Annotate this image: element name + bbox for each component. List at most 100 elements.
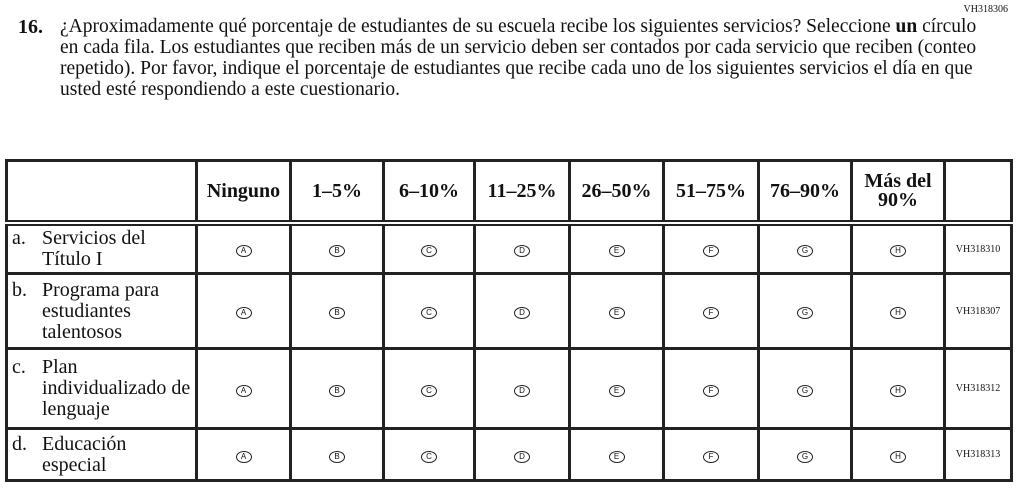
response-cell: D: [473, 272, 571, 350]
row-label-text: Programa para estudiantes talentosos: [42, 278, 160, 343]
response-cell: C: [382, 272, 476, 350]
response-bubble-d[interactable]: D: [514, 450, 530, 463]
response-cell: G: [757, 272, 853, 350]
question-text-1: ¿Aproximadamente qué porcentaje de estud…: [60, 16, 896, 37]
response-cell: F: [662, 272, 760, 350]
response-bubble-d[interactable]: D: [514, 384, 530, 397]
response-table: Ninguno 1–5% 6–10% 11–25% 26–50% 51–75% 76–90%…: [5, 159, 1013, 482]
row-letter: c.: [12, 356, 26, 378]
response-bubble-g[interactable]: G: [797, 245, 813, 257]
response-bubble-c[interactable]: C: [421, 307, 437, 319]
response-cell: E: [568, 221, 665, 275]
response-cell: F: [662, 427, 760, 482]
header-blank-code: [943, 159, 1013, 225]
response-bubble-f[interactable]: F: [703, 384, 719, 397]
column-header: Ninguno: [195, 159, 292, 225]
response-cell: B: [289, 272, 385, 350]
row-label: b. Programa para estudiantes talentosos: [5, 272, 198, 350]
table-row: a. Servicios del Título I A B C D E F G H VH318310: [5, 221, 1013, 275]
response-cell: H: [850, 347, 946, 430]
response-cell: A: [195, 347, 292, 430]
response-bubble-d[interactable]: D: [514, 245, 530, 257]
response-cell: C: [382, 221, 476, 275]
row-label: a. Servicios del Título I: [5, 221, 198, 275]
response-cell: F: [662, 221, 760, 275]
column-header: 11–25%: [473, 159, 571, 225]
column-header: Más del 90%: [850, 159, 946, 225]
item-code: VH318313: [943, 427, 1013, 482]
response-bubble-e[interactable]: E: [608, 450, 625, 463]
form-code: VH318306: [963, 4, 1008, 15]
response-bubble-a[interactable]: A: [235, 450, 252, 463]
column-header: 51–75%: [662, 159, 760, 225]
item-code: VH318312: [943, 347, 1013, 430]
response-bubble-f[interactable]: F: [703, 307, 719, 319]
response-bubble-g[interactable]: G: [797, 384, 813, 397]
row-letter: b.: [12, 278, 27, 301]
response-cell: G: [757, 221, 853, 275]
row-label: d. Educación especial: [5, 427, 198, 482]
table-row: d. Educación especial A B C D E F G H VH318313: [5, 427, 1013, 482]
response-cell: C: [382, 347, 476, 430]
row-label-text: Servicios del Título I: [42, 227, 146, 270]
response-bubble-e[interactable]: E: [608, 384, 625, 397]
question-text-bold: un: [895, 16, 918, 37]
response-cell: C: [382, 427, 476, 482]
table-row: c. Plan individualizado de lenguaje A B C D E F…: [5, 347, 1013, 430]
response-bubble-a[interactable]: A: [235, 384, 252, 397]
response-cell: D: [473, 427, 571, 482]
question-text-2: círculo en cada fila. Los estudiantes qu…: [60, 16, 977, 100]
response-bubble-b[interactable]: B: [329, 245, 345, 257]
response-cell: B: [289, 427, 385, 482]
response-bubble-c[interactable]: C: [421, 384, 437, 397]
response-cell: D: [473, 221, 571, 275]
response-bubble-f[interactable]: F: [703, 245, 719, 257]
response-bubble-b[interactable]: B: [329, 384, 345, 397]
column-header: 26–50%: [568, 159, 665, 225]
response-cell: A: [195, 272, 292, 350]
response-cell: B: [289, 347, 385, 430]
response-bubble-f[interactable]: F: [703, 450, 719, 463]
response-bubble-a[interactable]: A: [235, 245, 252, 257]
response-cell: A: [195, 427, 292, 482]
response-bubble-c[interactable]: C: [421, 450, 437, 463]
response-bubble-h[interactable]: H: [890, 384, 906, 397]
response-bubble-h[interactable]: H: [890, 245, 906, 257]
response-cell: H: [850, 427, 946, 482]
response-cell: E: [568, 272, 665, 350]
response-bubble-e[interactable]: E: [608, 245, 625, 257]
response-cell: E: [568, 347, 665, 430]
question-number: 16.: [18, 16, 43, 38]
response-cell: D: [473, 347, 571, 430]
response-cell: G: [757, 347, 853, 430]
response-bubble-h[interactable]: H: [890, 307, 906, 319]
column-header: 1–5%: [289, 159, 385, 225]
response-cell: B: [289, 221, 385, 275]
table-row: b. Programa para estudiantes talentosos A B…: [5, 272, 1013, 350]
response-bubble-d[interactable]: D: [514, 307, 530, 319]
response-bubble-a[interactable]: A: [235, 307, 252, 319]
row-letter: a.: [12, 227, 26, 249]
response-bubble-b[interactable]: B: [329, 307, 345, 319]
response-cell: A: [195, 221, 292, 275]
response-bubble-g[interactable]: G: [797, 450, 813, 463]
row-label: c. Plan individualizado de lenguaje: [5, 347, 198, 430]
item-code: VH318310: [943, 221, 1013, 275]
response-cell: H: [850, 272, 946, 350]
response-bubble-c[interactable]: C: [421, 245, 437, 257]
column-header: 76–90%: [757, 159, 853, 225]
question-text: ¿Aproximadamente qué porcentaje de estud…: [60, 16, 990, 100]
column-header: 6–10%: [382, 159, 476, 225]
response-cell: H: [850, 221, 946, 275]
response-bubble-e[interactable]: E: [608, 307, 625, 319]
response-cell: G: [757, 427, 853, 482]
header-blank: [5, 159, 198, 225]
row-label-text: Plan individualizado de lenguaje: [42, 356, 191, 420]
response-bubble-h[interactable]: H: [890, 450, 906, 463]
response-bubble-b[interactable]: B: [329, 450, 345, 463]
row-label-text: Educación especial: [42, 432, 127, 476]
response-cell: E: [568, 427, 665, 482]
response-cell: F: [662, 347, 760, 430]
response-bubble-g[interactable]: G: [797, 307, 813, 319]
row-letter: d.: [12, 432, 27, 455]
